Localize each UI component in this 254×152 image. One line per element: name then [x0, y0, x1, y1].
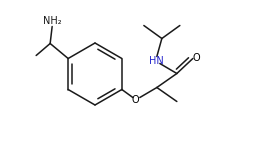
Text: NH₂: NH₂ — [43, 16, 61, 26]
Text: HN: HN — [149, 55, 164, 66]
Text: O: O — [192, 52, 200, 62]
Text: O: O — [131, 95, 139, 105]
